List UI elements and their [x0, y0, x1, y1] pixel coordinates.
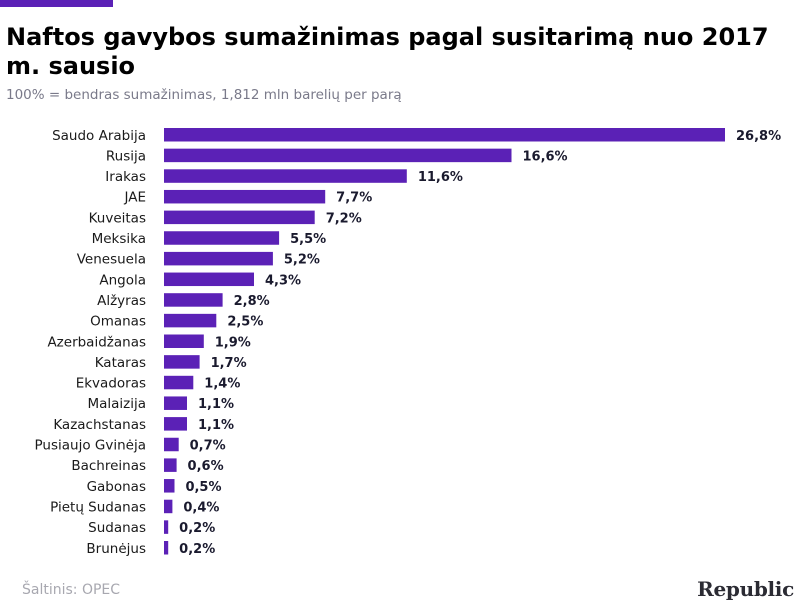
category-label: Bachreinas	[71, 458, 146, 474]
bar	[164, 520, 169, 534]
bar	[164, 272, 254, 287]
bar	[164, 148, 512, 163]
category-label: Brunėjus	[86, 541, 146, 557]
category-label: Meksika	[92, 231, 146, 247]
brand-logo[interactable]: Republic	[697, 577, 794, 601]
category-label: Irakas	[105, 169, 146, 185]
category-label: Kazachstanas	[53, 417, 146, 433]
bar	[164, 437, 179, 452]
category-label: Angola	[99, 272, 146, 288]
category-label: Kataras	[95, 355, 146, 371]
category-label: Ekvadoras	[76, 376, 146, 392]
value-label: 2,5%	[227, 315, 263, 330]
bar	[164, 210, 315, 225]
value-label: 1,1%	[198, 418, 234, 433]
category-label: Pusiaujo Gvinėja	[35, 438, 146, 454]
bar	[164, 313, 217, 328]
value-label: 2,8%	[234, 294, 270, 309]
bar	[164, 169, 407, 183]
bar	[164, 458, 177, 472]
bar	[164, 375, 194, 390]
value-label: 0,2%	[179, 521, 215, 536]
category-label: Saudo Arabija	[52, 128, 146, 144]
value-label: 26,8%	[736, 129, 781, 144]
value-label: 1,7%	[211, 356, 247, 371]
category-label: Alžyras	[97, 293, 146, 309]
category-label: Venesuela	[77, 252, 146, 268]
category-label: Sudanas	[88, 520, 146, 536]
value-label: 0,7%	[190, 439, 226, 454]
value-label: 1,1%	[198, 397, 234, 412]
bar	[164, 189, 326, 204]
value-label: 0,6%	[188, 459, 224, 474]
bar	[164, 541, 169, 555]
bar	[164, 334, 204, 348]
bar	[164, 355, 200, 369]
chart-title: Naftos gavybos sumažinimas pagal susitar…	[6, 23, 769, 80]
category-label: JAE	[123, 190, 146, 206]
value-label: 0,4%	[183, 500, 219, 515]
value-label: 0,2%	[179, 542, 215, 557]
value-label: 5,5%	[290, 232, 326, 247]
category-label: Gabonas	[87, 479, 146, 495]
value-label: 11,6%	[418, 170, 463, 185]
bar	[164, 417, 187, 431]
bar	[164, 128, 725, 142]
value-label: 16,6%	[522, 149, 567, 164]
value-label: 4,3%	[265, 273, 301, 288]
value-label: 1,9%	[215, 335, 251, 350]
bar	[164, 396, 187, 410]
value-label: 7,2%	[326, 211, 362, 226]
bar	[164, 479, 175, 493]
category-label: Malaizija	[87, 396, 146, 412]
value-label: 0,5%	[185, 480, 221, 495]
category-label: Kuveitas	[89, 210, 146, 226]
bar	[164, 293, 223, 307]
category-label: Rusija	[106, 148, 146, 164]
top-accent-bar	[0, 0, 113, 7]
value-label: 7,7%	[336, 191, 372, 206]
bar	[164, 231, 280, 245]
source-note: Šaltinis: OPEC	[22, 582, 121, 598]
category-label: Azerbaidžanas	[47, 334, 146, 350]
category-label: Omanas	[90, 314, 146, 330]
bar	[164, 251, 273, 266]
category-label: Pietų Sudanas	[50, 499, 146, 515]
bar	[164, 499, 173, 514]
value-label: 1,4%	[204, 377, 240, 392]
chart-subtitle: 100% = bendras sumažinimas, 1,812 mln ba…	[6, 87, 402, 103]
value-label: 5,2%	[284, 253, 320, 268]
